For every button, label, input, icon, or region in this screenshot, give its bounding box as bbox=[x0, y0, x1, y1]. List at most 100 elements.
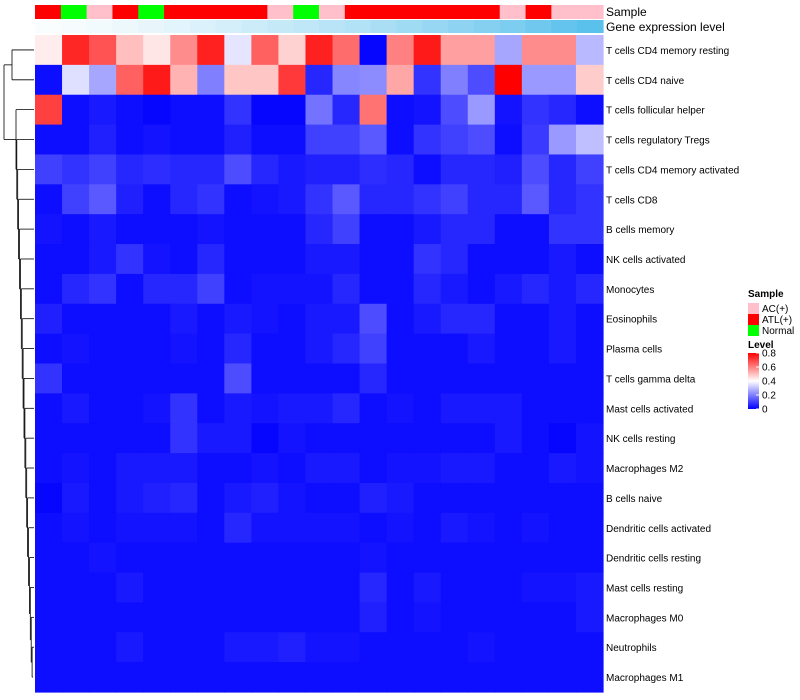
expression-annotation-cell bbox=[60, 20, 88, 33]
heatmap-cell bbox=[170, 542, 198, 574]
heatmap-cell bbox=[170, 154, 198, 185]
heatmap-cell bbox=[386, 64, 415, 96]
heatmap-cell bbox=[521, 244, 550, 275]
heatmap-cell bbox=[494, 244, 523, 275]
heatmap-cell bbox=[575, 572, 604, 604]
heatmap-cell bbox=[494, 184, 523, 215]
heatmap-cell bbox=[467, 393, 496, 424]
legend-sample-label: ATL(+) bbox=[762, 315, 792, 326]
heatmap-cell bbox=[548, 214, 577, 245]
heatmap-cell bbox=[116, 124, 144, 156]
heatmap-cell bbox=[116, 632, 144, 663]
heatmap-cell bbox=[251, 453, 280, 484]
heatmap-cell bbox=[386, 393, 415, 424]
legend-level-tick-label: 0.8 bbox=[762, 349, 776, 360]
heatmap-cell bbox=[170, 453, 198, 484]
legend-level-tick-label: 0.2 bbox=[762, 391, 776, 402]
heatmap-cell bbox=[305, 35, 334, 66]
heatmap-cell bbox=[332, 512, 361, 544]
heatmap-cell bbox=[413, 214, 442, 245]
heatmap-cell bbox=[62, 303, 90, 335]
heatmap-cell bbox=[62, 572, 90, 604]
heatmap-cell bbox=[143, 453, 171, 484]
heatmap-cell bbox=[359, 453, 388, 484]
heatmap-cell bbox=[278, 124, 307, 156]
heatmap-cell bbox=[521, 662, 550, 693]
heatmap-cell bbox=[224, 333, 252, 365]
expression-annotation-cell bbox=[189, 20, 217, 33]
heatmap-cell bbox=[575, 363, 604, 394]
heatmap-cell bbox=[413, 244, 442, 275]
heatmap-cell bbox=[143, 154, 171, 185]
heatmap-cell bbox=[35, 184, 63, 215]
heatmap-cell bbox=[278, 363, 307, 394]
heatmap-cell bbox=[386, 154, 415, 185]
row-label: Dendritic cells activated bbox=[606, 524, 711, 535]
row-label: Mast cells activated bbox=[606, 404, 693, 415]
sample-annotation-cell bbox=[370, 5, 398, 19]
heatmap-cell bbox=[143, 662, 171, 693]
heatmap-cell bbox=[251, 632, 280, 663]
heatmap-cell bbox=[494, 35, 523, 66]
heatmap-cell bbox=[278, 393, 307, 424]
heatmap-cell bbox=[359, 662, 388, 693]
heatmap-cell bbox=[467, 124, 496, 156]
heatmap-cell bbox=[251, 542, 280, 574]
sample-annotation-cell bbox=[293, 5, 320, 19]
heatmap-cell bbox=[386, 482, 415, 514]
legend-sample-title: Sample bbox=[748, 289, 784, 300]
heatmap-cell bbox=[89, 662, 117, 693]
heatmap-cell bbox=[251, 662, 280, 693]
heatmap-cell bbox=[575, 214, 604, 245]
heatmap-cell bbox=[521, 184, 550, 215]
heatmap-cell bbox=[251, 35, 280, 66]
heatmap-cell bbox=[251, 64, 280, 96]
heatmap-cell bbox=[359, 512, 388, 544]
heatmap-cell bbox=[251, 154, 280, 185]
heatmap-cell bbox=[89, 124, 117, 156]
heatmap-cell bbox=[89, 214, 117, 245]
heatmap-cell bbox=[494, 512, 523, 544]
heatmap-cell bbox=[386, 184, 415, 215]
heatmap-cell bbox=[467, 363, 496, 394]
heatmap-cell bbox=[89, 35, 117, 66]
heatmap-cell bbox=[62, 64, 90, 96]
heatmap-cell bbox=[170, 363, 198, 394]
heatmap-cell bbox=[521, 512, 550, 544]
heatmap-cell bbox=[494, 662, 523, 693]
heatmap-cell bbox=[386, 423, 415, 454]
heatmap-cell bbox=[332, 124, 361, 156]
heatmap-cell bbox=[116, 35, 144, 66]
heatmap-cell bbox=[521, 333, 550, 365]
heatmap-cell bbox=[386, 363, 415, 394]
heatmap-cell bbox=[359, 632, 388, 663]
row-label: T cells follicular helper bbox=[606, 106, 705, 117]
heatmap-cell bbox=[359, 542, 388, 574]
heatmap-cell bbox=[413, 94, 442, 126]
heatmap-cell bbox=[548, 512, 577, 544]
heatmap-cell bbox=[197, 94, 225, 126]
heatmap-cell bbox=[467, 423, 496, 454]
heatmap-cell bbox=[494, 154, 523, 185]
row-label: Macrophages M1 bbox=[606, 673, 684, 684]
heatmap-cell bbox=[170, 35, 198, 66]
heatmap-cell bbox=[62, 453, 90, 484]
heatmap-cell bbox=[575, 124, 604, 156]
heatmap-cell bbox=[62, 363, 90, 394]
heatmap-cell bbox=[494, 572, 523, 604]
heatmap-cell bbox=[413, 393, 442, 424]
heatmap-cell bbox=[143, 64, 171, 96]
heatmap-cell bbox=[224, 273, 252, 305]
heatmap-cell bbox=[278, 423, 307, 454]
heatmap-cell bbox=[332, 482, 361, 514]
heatmap-cell bbox=[521, 393, 550, 424]
heatmap-cell bbox=[35, 124, 63, 156]
heatmap-cell bbox=[575, 423, 604, 454]
heatmap-cell bbox=[413, 64, 442, 96]
expression-annotation-cell bbox=[35, 20, 62, 33]
heatmap-cell bbox=[467, 453, 496, 484]
heatmap-cell bbox=[494, 542, 523, 574]
heatmap-cell bbox=[35, 303, 63, 335]
heatmap-cell bbox=[278, 482, 307, 514]
heatmap-cell bbox=[170, 512, 198, 544]
